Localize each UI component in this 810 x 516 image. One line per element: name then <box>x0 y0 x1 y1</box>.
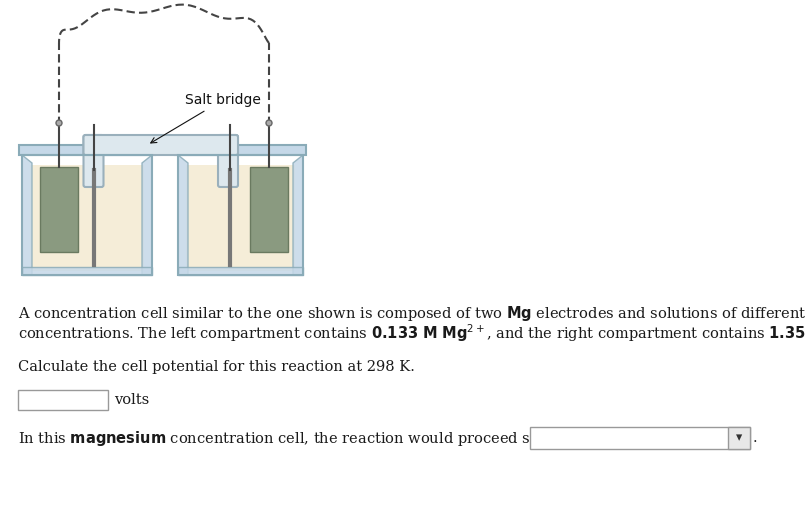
FancyBboxPatch shape <box>218 135 238 187</box>
Text: Salt bridge: Salt bridge <box>151 93 261 143</box>
Bar <box>728 427 750 449</box>
Polygon shape <box>178 155 188 275</box>
Text: Calculate the cell potential for this reaction at 298 K.: Calculate the cell potential for this re… <box>18 360 415 374</box>
Text: In this $\mathbf{magnesium}$ concentration cell, the reaction would proceed spon: In this $\mathbf{magnesium}$ concentrati… <box>18 428 630 447</box>
Bar <box>175 145 306 155</box>
FancyBboxPatch shape <box>83 135 238 155</box>
Polygon shape <box>142 155 152 275</box>
Polygon shape <box>22 155 32 275</box>
Text: ▾: ▾ <box>735 431 742 444</box>
Bar <box>250 167 288 252</box>
FancyBboxPatch shape <box>83 135 104 187</box>
Bar <box>178 267 303 275</box>
Circle shape <box>56 120 62 126</box>
Text: A concentration cell similar to the one shown is composed of two $\mathbf{Mg}$ e: A concentration cell similar to the one … <box>18 302 810 324</box>
Bar <box>18 390 108 410</box>
Bar <box>22 267 152 275</box>
Text: concentrations. The left compartment contains $\mathbf{0.133\ M\ Mg}^{2+}$, and : concentrations. The left compartment con… <box>18 322 810 344</box>
Bar <box>530 427 750 449</box>
Text: .: . <box>753 431 757 445</box>
Bar <box>40 167 78 252</box>
Bar <box>19 145 155 155</box>
Text: volts: volts <box>114 393 149 407</box>
Polygon shape <box>293 155 303 275</box>
Circle shape <box>266 120 272 126</box>
Polygon shape <box>186 165 295 271</box>
Polygon shape <box>30 165 144 271</box>
